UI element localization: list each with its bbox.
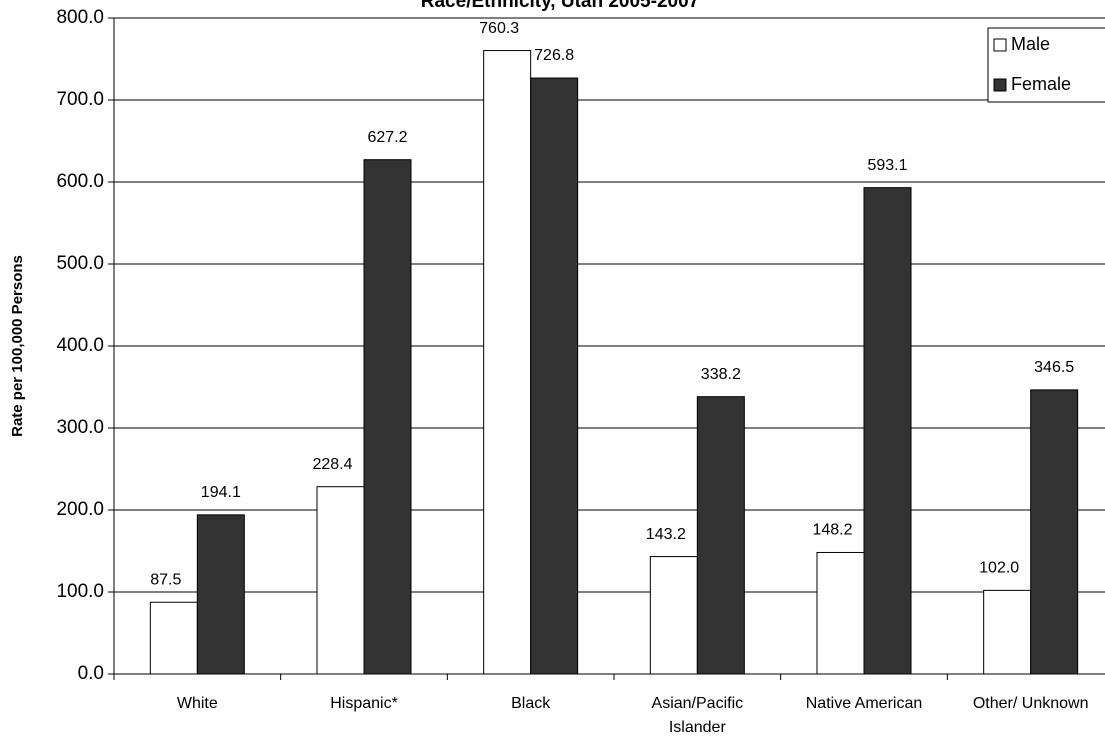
x-tick-label: Black: [511, 695, 551, 712]
value-label: 87.5: [150, 571, 181, 588]
value-label: 102.0: [979, 560, 1019, 577]
legend-swatch: [993, 78, 1007, 92]
bar: [863, 187, 912, 675]
legend-label: Female: [1011, 74, 1071, 94]
value-label: 194.1: [201, 484, 241, 501]
legend-label: Male: [1011, 34, 1050, 54]
y-tick-label: 400.0: [56, 335, 104, 356]
chart-title: Race/Ethnicity, Utah 2005-2007: [421, 0, 699, 12]
bar: [649, 556, 698, 675]
value-label: 760.3: [479, 20, 519, 37]
bar: [483, 50, 532, 675]
bar: [816, 551, 865, 675]
bar: [149, 601, 198, 675]
y-tick-label: 300.0: [56, 417, 104, 438]
bar: [983, 589, 1032, 675]
bar: [530, 77, 579, 675]
bar: [1030, 389, 1079, 675]
value-label: 726.8: [534, 47, 574, 64]
bar: [696, 396, 745, 675]
value-label: 593.1: [867, 157, 907, 174]
value-label: 627.2: [367, 129, 407, 146]
bar: [363, 159, 412, 675]
legend-box: [987, 27, 1105, 103]
y-tick-label: 600.0: [56, 171, 104, 192]
x-tick-label: Other/ Unknown: [973, 695, 1089, 712]
value-label: 143.2: [646, 526, 686, 543]
y-tick-label: 700.0: [56, 89, 104, 110]
y-tick-label: 0.0: [78, 663, 104, 684]
value-label: 148.2: [812, 522, 852, 539]
value-label: 338.2: [701, 366, 741, 383]
x-tick-label: White: [177, 695, 218, 712]
value-label: 228.4: [312, 456, 352, 473]
x-tick-label: Asian/Pacific Islander: [652, 695, 744, 736]
value-label: 346.5: [1034, 359, 1074, 376]
legend-swatch: [993, 38, 1007, 52]
x-tick-label: Native American: [806, 695, 923, 712]
y-axis-label: Rate per 100,000 Persons: [9, 255, 26, 437]
y-tick-label: 800.0: [56, 7, 104, 28]
y-tick-label: 200.0: [56, 499, 104, 520]
bar: [196, 514, 245, 675]
bar: [316, 486, 365, 675]
y-tick-label: 100.0: [56, 581, 104, 602]
x-tick-label: Hispanic*: [330, 695, 398, 712]
y-tick-label: 500.0: [56, 253, 104, 274]
